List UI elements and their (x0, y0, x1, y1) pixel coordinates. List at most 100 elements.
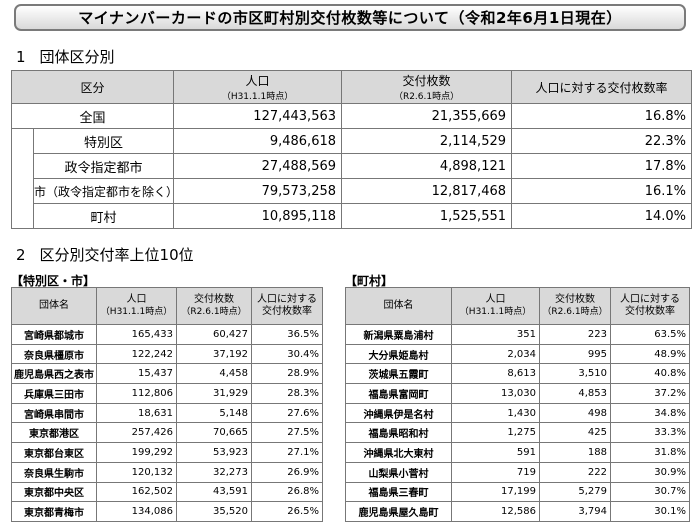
row-population: 17,199 (451, 481, 540, 503)
row-issued: 4,853 (539, 383, 611, 404)
row-issued: 4,898,121 (341, 153, 513, 179)
row-issued: 70,665 (176, 422, 252, 444)
row-name: 沖縄県伊是名村 (345, 402, 452, 424)
row-rate: 34.8% (610, 402, 690, 424)
row-name: 鹿児島県屋久島町 (345, 501, 452, 522)
row-issued: 37,192 (176, 343, 252, 365)
row-population: 112,806 (96, 383, 177, 404)
row-issued: 32,273 (176, 461, 252, 483)
row-population: 122,242 (96, 343, 177, 365)
row-population: 1,430 (451, 402, 540, 424)
row-issued: 5,148 (176, 402, 252, 424)
row-population: 134,086 (96, 501, 177, 522)
row-issued: 3,794 (539, 501, 611, 522)
table-row: 東京都港区 257,426 70,665 27.5% (11, 422, 323, 444)
table-row: 山梨県小菅村 719 222 30.9% (345, 461, 690, 483)
row-issued: 5,279 (539, 481, 611, 503)
table-row: 茨城県五霞町 8,613 3,510 40.8% (345, 363, 690, 385)
table-row: 東京都青梅市 134,086 35,520 26.5% (11, 501, 323, 522)
table-row: 東京都中央区 162,502 43,591 26.8% (11, 481, 323, 503)
row-name: 茨城県五霞町 (345, 363, 452, 385)
page-title: マイナンバーカードの市区町村別交付枚数等について（令和2年6月1日現在） (14, 4, 686, 31)
row-population: 591 (451, 442, 540, 463)
towns-label: 【町村】 (345, 274, 394, 288)
row-name: 鹿児島県西之表市 (11, 363, 97, 385)
row-population: 12,586 (451, 501, 540, 522)
row-rate: 26.5% (251, 501, 323, 522)
header-name: 団体名 (11, 287, 97, 325)
row-label: 全国 (10, 103, 175, 129)
row-rate: 16.1% (511, 178, 693, 204)
header-rate: 人口に対する交付枚数率 (511, 70, 693, 104)
row-name: 奈良県生駒市 (11, 461, 97, 483)
category-table-header: 区分 人口 （H31.1.1時点） 交付枚数 （R2.6.1時点） 人口に対する交付… (10, 70, 693, 104)
row-name: 沖縄県北大東村 (345, 442, 452, 463)
row-issued: 995 (539, 343, 611, 365)
row-name: 宮崎県都城市 (11, 324, 97, 345)
row-population: 257,426 (96, 422, 177, 444)
header-category: 区分 (10, 70, 175, 104)
towns-ranking-table: 団体名 人口 （H31.1.1時点） 交付枚数 （R2.6.1時点） 人口に対する交… (345, 287, 690, 522)
row-issued: 3,510 (539, 363, 611, 385)
row-issued: 2,114,529 (341, 128, 513, 154)
row-population: 162,502 (96, 481, 177, 503)
row-population: 18,631 (96, 402, 177, 424)
row-name: 東京都中央区 (11, 481, 97, 503)
table-row: 奈良県生駒市 120,132 32,273 26.9% (11, 461, 323, 483)
row-label: 町村 (32, 203, 175, 229)
table-row: 福島県富岡町 13,030 4,853 37.2% (345, 383, 690, 404)
row-population: 27,488,569 (173, 153, 343, 179)
section2-number: 2 (16, 246, 26, 264)
indent-cell (11, 128, 34, 154)
row-name: 福島県富岡町 (345, 383, 452, 404)
row-rate: 27.5% (251, 422, 323, 444)
row-issued: 43,591 (176, 481, 252, 503)
section1-heading: 1 団体区分別 (16, 46, 115, 67)
table-row: 大分県姫島村 2,034 995 48.9% (345, 343, 690, 365)
header-issued: 交付枚数 （R2.6.1時点） (341, 70, 513, 104)
row-issued: 425 (539, 422, 611, 444)
row-name: 山梨県小菅村 (345, 461, 452, 483)
row-rate: 30.4% (251, 343, 323, 365)
table-row: 福島県昭和村 1,275 425 33.3% (345, 422, 690, 444)
row-name: 新潟県粟島浦村 (345, 324, 452, 345)
row-name: 東京都台東区 (11, 442, 97, 463)
row-population: 15,437 (96, 363, 177, 385)
row-rate: 33.3% (610, 422, 690, 444)
header-issued: 交付枚数 （R2.6.1時点） (176, 287, 252, 325)
row-issued: 31,929 (176, 383, 252, 404)
table-row: 政令指定都市 27,488,569 4,898,121 17.8% (11, 153, 693, 179)
row-issued: 4,458 (176, 363, 252, 385)
row-population: 165,433 (96, 324, 177, 345)
section1-title: 団体区分別 (39, 48, 115, 66)
table-row: 宮崎県串間市 18,631 5,148 27.6% (11, 402, 323, 424)
row-issued: 35,520 (176, 501, 252, 522)
row-name: 福島県三春町 (345, 481, 452, 503)
row-label: 特別区 (32, 128, 175, 154)
row-name: 奈良県橿原市 (11, 343, 97, 365)
row-population: 351 (451, 324, 540, 345)
row-rate: 30.1% (610, 501, 690, 522)
row-rate: 22.3% (511, 128, 693, 154)
table-row: 奈良県橿原市 122,242 37,192 30.4% (11, 343, 323, 365)
row-population: 127,443,563 (173, 103, 343, 129)
table-row: 東京都台東区 199,292 53,923 27.1% (11, 442, 323, 463)
row-name: 東京都青梅市 (11, 501, 97, 522)
table-row: 新潟県粟島浦村 351 223 63.5% (345, 324, 690, 345)
header-population: 人口 （H31.1.1時点） (173, 70, 343, 104)
row-rate: 26.8% (251, 481, 323, 503)
row-rate: 17.8% (511, 153, 693, 179)
row-issued: 1,525,551 (341, 203, 513, 229)
table-row: 市（政令指定都市を除く） 79,573,258 12,817,468 16.1% (11, 178, 693, 204)
row-rate: 48.9% (610, 343, 690, 365)
row-rate: 14.0% (511, 203, 693, 229)
row-population: 9,486,618 (173, 128, 343, 154)
header-population: 人口 （H31.1.1時点） (96, 287, 177, 325)
row-issued: 12,817,468 (341, 178, 513, 204)
row-rate: 36.5% (251, 324, 323, 345)
header-issued: 交付枚数 （R2.6.1時点） (539, 287, 611, 325)
row-name: 福島県昭和村 (345, 422, 452, 444)
row-rate: 26.9% (251, 461, 323, 483)
table-row: 全国 127,443,563 21,355,669 16.8% (10, 103, 693, 129)
row-name: 兵庫県三田市 (11, 383, 97, 404)
